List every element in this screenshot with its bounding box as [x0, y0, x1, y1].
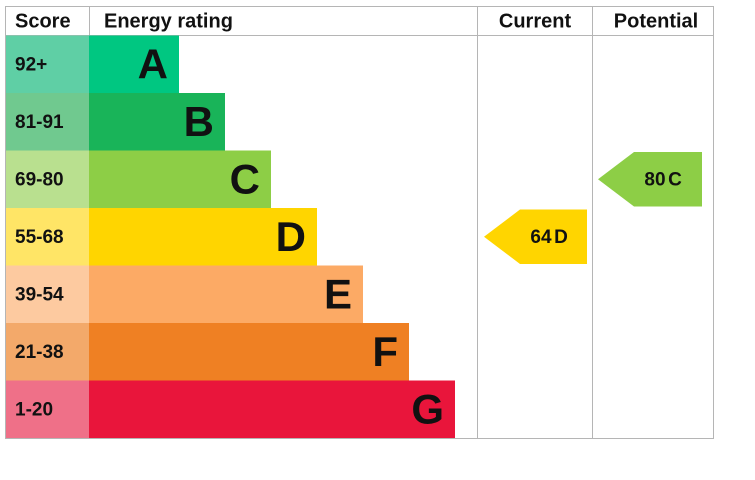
header-rating: Energy rating: [104, 10, 233, 32]
band-letter: D: [276, 213, 306, 260]
current-band: D: [554, 227, 568, 248]
header-potential: Potential: [614, 10, 698, 32]
potential-arrow: [598, 152, 702, 207]
rating-bar: [89, 150, 271, 208]
score-label: 55-68: [15, 227, 64, 248]
current-value: 64: [530, 227, 552, 248]
band-letter: F: [372, 328, 398, 375]
score-label: 21-38: [15, 342, 64, 363]
score-cell: [6, 265, 89, 323]
band-letter: G: [411, 385, 444, 432]
rating-bar: [89, 265, 363, 323]
frame: [5, 6, 714, 439]
rating-bar: [89, 208, 317, 266]
potential-band: C: [668, 169, 682, 190]
score-label: 39-54: [15, 284, 64, 305]
band-letter: A: [138, 40, 168, 87]
band-letter: E: [324, 270, 352, 317]
score-cell: [6, 323, 89, 381]
band-letter: B: [184, 98, 214, 145]
band-letter: C: [230, 155, 260, 202]
potential-value: 80: [644, 169, 665, 190]
current-arrow: [484, 209, 587, 264]
score-label: 92+: [15, 54, 47, 75]
score-label: 81-91: [15, 112, 64, 133]
header-score: Score: [15, 10, 71, 32]
rating-bar: [89, 93, 225, 151]
score-cell: [6, 380, 89, 438]
score-cell: [6, 208, 89, 266]
score-cell: [6, 93, 89, 151]
score-cell: [6, 150, 89, 208]
header-current: Current: [499, 10, 572, 32]
rating-bar: [89, 35, 179, 93]
score-label: 69-80: [15, 169, 64, 190]
score-label: 1-20: [15, 399, 53, 420]
rating-bar: [89, 380, 455, 438]
rating-bar: [89, 323, 409, 381]
score-cell: [6, 35, 89, 93]
